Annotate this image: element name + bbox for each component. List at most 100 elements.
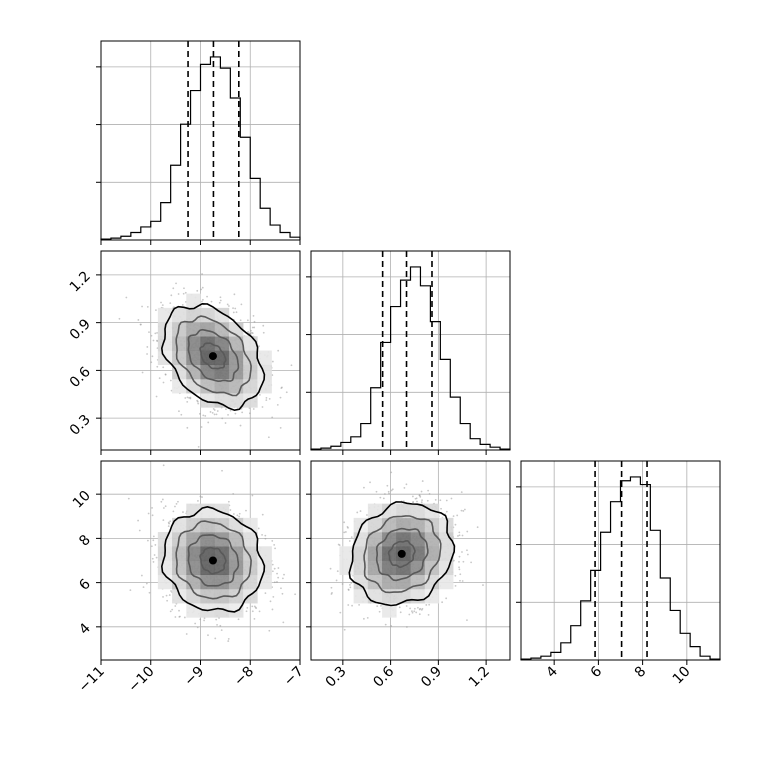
scatter-point bbox=[162, 519, 165, 522]
density-cell bbox=[214, 378, 230, 394]
scatter-point bbox=[337, 543, 340, 546]
scatter-point bbox=[253, 320, 256, 323]
scatter-point bbox=[178, 615, 181, 618]
contour-line bbox=[187, 534, 240, 587]
scatter-point bbox=[227, 640, 230, 642]
scatter-point bbox=[170, 590, 172, 592]
scatter-point bbox=[147, 512, 150, 515]
scatter-point bbox=[236, 514, 239, 517]
scatter-point bbox=[362, 617, 365, 620]
density-cell bbox=[172, 350, 187, 366]
density-cell bbox=[257, 364, 272, 380]
scatter-point bbox=[221, 469, 223, 472]
scatter-point bbox=[186, 396, 189, 399]
scatter-point bbox=[441, 601, 444, 604]
scatter-point bbox=[347, 604, 350, 606]
scatter-point bbox=[197, 500, 199, 502]
scatter-point bbox=[196, 626, 199, 629]
scatter-point bbox=[418, 608, 421, 611]
y-tick-label: 10 bbox=[70, 488, 94, 512]
contour-line bbox=[199, 546, 227, 575]
contour-line bbox=[175, 520, 252, 600]
scatter-point bbox=[359, 510, 362, 512]
scatter-point bbox=[251, 610, 254, 613]
scatter-point bbox=[156, 365, 159, 368]
scatter-point bbox=[186, 400, 189, 403]
scatter-point bbox=[273, 543, 276, 546]
scatter-point bbox=[280, 587, 282, 590]
scatter-point bbox=[182, 511, 184, 513]
scatter-point bbox=[140, 574, 143, 577]
scatter-point bbox=[386, 484, 389, 487]
scatter-point bbox=[405, 483, 408, 486]
scatter-point bbox=[219, 296, 222, 299]
scatter-point bbox=[420, 501, 423, 504]
scatter-point bbox=[181, 304, 184, 306]
density-cell bbox=[243, 350, 258, 366]
scatter-point bbox=[450, 497, 453, 500]
scatter-point bbox=[421, 480, 424, 482]
scatter-point bbox=[269, 600, 272, 603]
scatter-point bbox=[155, 556, 158, 559]
scatter-point bbox=[177, 293, 180, 295]
density-peak bbox=[208, 556, 217, 565]
scatter-point bbox=[229, 409, 232, 412]
scatter-point bbox=[268, 629, 271, 632]
scatter-point bbox=[216, 410, 219, 412]
scatter-point bbox=[151, 506, 153, 509]
scatter-point bbox=[350, 536, 353, 538]
histogram-panel-1 bbox=[306, 250, 511, 455]
scatter-point bbox=[227, 413, 229, 416]
density-content bbox=[127, 464, 297, 642]
scatter-point bbox=[235, 311, 238, 314]
scatter-point bbox=[206, 295, 208, 298]
scatter-point bbox=[434, 498, 437, 501]
scatter-point bbox=[184, 397, 187, 399]
scatter-point bbox=[162, 381, 165, 384]
y-tick-label: 8 bbox=[76, 532, 94, 550]
scatter-point bbox=[246, 607, 249, 609]
scatter-point bbox=[129, 589, 132, 591]
scatter-point bbox=[162, 596, 164, 598]
scatter-point bbox=[267, 436, 270, 439]
scatter-point bbox=[343, 521, 346, 524]
density-cell bbox=[186, 532, 201, 547]
scatter-point bbox=[399, 611, 402, 614]
density-cell bbox=[200, 378, 216, 394]
scatter-point bbox=[421, 499, 423, 501]
scatter-point bbox=[243, 334, 246, 337]
scatter-point bbox=[211, 411, 214, 414]
density-cell bbox=[214, 532, 230, 547]
density-cell bbox=[172, 307, 187, 323]
contour-line bbox=[187, 328, 240, 383]
scatter-point bbox=[251, 326, 254, 329]
scatter-point bbox=[164, 505, 167, 508]
scatter-point bbox=[458, 560, 460, 563]
scatter-point bbox=[409, 607, 412, 610]
scatter-point bbox=[199, 495, 202, 498]
scatter-point bbox=[253, 326, 256, 329]
scatter-point bbox=[253, 618, 256, 620]
scatter-point bbox=[197, 402, 200, 405]
scatter-point bbox=[125, 296, 128, 299]
x-tick-label: 10 bbox=[670, 664, 694, 688]
scatter-point bbox=[152, 561, 155, 563]
scatter-point bbox=[458, 568, 461, 571]
x-tick-label: −8 bbox=[231, 664, 257, 690]
scatter-point bbox=[387, 490, 390, 493]
scatter-point bbox=[405, 626, 408, 628]
scatter-point bbox=[196, 289, 199, 292]
scatter-point bbox=[419, 495, 422, 498]
scatter-point bbox=[264, 592, 267, 595]
scatter-point bbox=[212, 408, 215, 410]
scatter-point bbox=[174, 505, 176, 508]
scatter-point bbox=[160, 500, 163, 503]
scatter-point bbox=[151, 557, 154, 560]
scatter-point bbox=[183, 287, 185, 290]
scatter-point bbox=[265, 399, 268, 401]
scatter-point bbox=[247, 330, 250, 333]
scatter-point bbox=[261, 513, 264, 516]
scatter-point bbox=[411, 495, 414, 498]
scatter-point bbox=[413, 607, 416, 610]
scatter-point bbox=[196, 399, 199, 402]
